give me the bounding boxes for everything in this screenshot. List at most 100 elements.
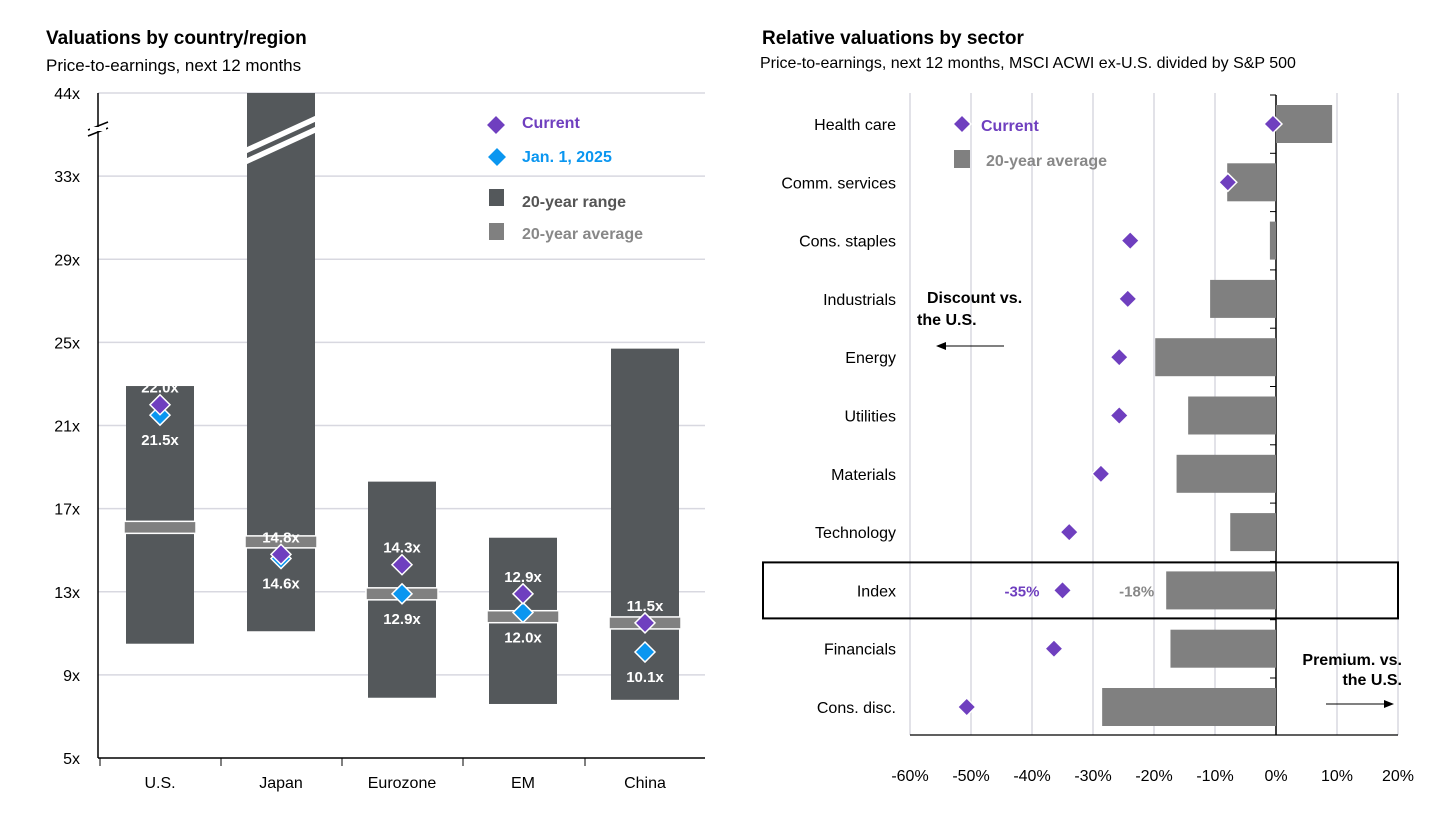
legend-jan-label: Jan. 1, 2025 (522, 149, 612, 166)
index-average-label: -18% (1119, 583, 1154, 600)
x-tick-label: 10% (1321, 768, 1353, 785)
index-current-label: -35% (1004, 583, 1039, 600)
jan-label: 21.5x (141, 432, 179, 449)
x-tick-label: -60% (891, 768, 928, 785)
average-bar-Health care (1276, 105, 1333, 143)
average-bar-Industrials (1210, 279, 1276, 318)
jan-marker-EM (511, 601, 535, 624)
x-tick-label: 0% (1264, 768, 1287, 785)
x-tick-label: -40% (1013, 768, 1050, 785)
jan-label: 12.9x (383, 611, 421, 628)
range-bar-U.S. (126, 386, 194, 644)
y-tick-label: 33x (54, 169, 80, 186)
jan-label: 10.1x (626, 669, 664, 686)
x-tick-label: EM (511, 775, 535, 792)
current-marker-Utilities (1109, 405, 1130, 426)
premium-arrow-head (1384, 700, 1394, 708)
current-marker-Energy (1109, 347, 1130, 368)
y-tick-label: 13x (54, 585, 80, 602)
average-bar-Utilities (1188, 396, 1276, 435)
current-marker-Index (1052, 580, 1073, 601)
y-tick-label: 44x (54, 86, 80, 103)
category-label: Industrials (823, 292, 896, 309)
jan-marker-China (633, 640, 657, 664)
y-tick-label: 25x (54, 335, 80, 352)
current-marker-Cons. disc. (956, 696, 977, 718)
current-marker-Cons. staples (1120, 230, 1141, 251)
x-tick-label: -30% (1074, 768, 1111, 785)
current-marker-EM (511, 582, 535, 605)
legend-average-icon (489, 223, 504, 240)
current-label: 22.0x (141, 380, 179, 397)
legend-current-label: Current (981, 118, 1039, 135)
legend-current-icon (484, 113, 508, 137)
category-label: Financials (824, 642, 896, 659)
axis-break-gap (90, 127, 106, 131)
current-label: 14.8x (262, 529, 300, 546)
average-bar-Energy (1155, 338, 1276, 377)
average-marker-U.S. (123, 520, 197, 535)
average-bar-Cons. disc. (1102, 688, 1276, 726)
current-label: 14.3x (383, 540, 421, 557)
bar-break-mark (245, 126, 317, 165)
legend-average-label: 20-year average (986, 153, 1107, 170)
average-bar-Technology (1230, 513, 1276, 552)
y-tick-label: 9x (63, 668, 80, 685)
x-tick-label: Japan (259, 775, 303, 792)
category-label: Utilities (844, 409, 896, 426)
premium-annotation: Premium. vs. (1302, 652, 1402, 669)
current-marker-Comm. services (1217, 172, 1238, 193)
average-bar-Index (1166, 571, 1276, 610)
jan-label: 12.0x (504, 630, 542, 647)
premium-annotation: the U.S. (1342, 672, 1402, 689)
x-tick-label: 20% (1382, 768, 1414, 785)
x-tick-label: -10% (1196, 768, 1233, 785)
category-label: Energy (845, 350, 896, 367)
right-chart-title: Relative valuations by sector (762, 28, 1024, 49)
current-marker-Japan (269, 543, 293, 566)
category-label: Index (857, 583, 896, 600)
y-tick-label: 17x (54, 502, 80, 519)
current-label: 11.5x (627, 598, 664, 615)
left-chart-title: Valuations by country/region (46, 28, 307, 49)
category-label: Technology (815, 525, 896, 542)
legend-jan-icon (485, 145, 509, 169)
x-tick-label: U.S. (144, 775, 175, 792)
current-marker-Financials (1043, 638, 1065, 659)
current-marker-China (633, 611, 657, 634)
category-label: Cons. staples (799, 234, 896, 251)
current-marker-Eurozone (390, 553, 414, 576)
right-chart-subtitle: Price-to-earnings, next 12 months, MSCI … (760, 55, 1296, 72)
legend-range-icon (489, 189, 504, 206)
category-label: Materials (831, 467, 896, 484)
index-highlight-box (762, 561, 1399, 620)
category-label: Cons. disc. (817, 700, 896, 717)
category-label: Health care (814, 117, 896, 134)
legend-range-label: 20-year range (522, 194, 626, 211)
y-tick-label: 29x (54, 252, 80, 269)
x-tick-label: China (624, 775, 666, 792)
jan-marker-Eurozone (390, 582, 414, 605)
y-tick-label: 5x (63, 751, 80, 768)
discount-annotation: Discount vs. (927, 290, 1022, 307)
average-bar-Financials (1170, 629, 1276, 668)
legend-current-icon (951, 113, 973, 135)
x-tick-label: -20% (1135, 768, 1172, 785)
y-tick-label: 21x (54, 419, 80, 436)
current-marker-U.S. (148, 393, 172, 416)
current-marker-Health care (1262, 113, 1284, 135)
current-marker-Industrials (1117, 288, 1138, 309)
discount-annotation: the U.S. (917, 312, 977, 329)
discount-arrow-head (936, 342, 946, 350)
average-bar-Materials (1176, 454, 1276, 493)
current-label: 12.9x (504, 569, 542, 586)
x-tick-label: -50% (952, 768, 989, 785)
legend-current-label: Current (522, 115, 580, 132)
current-marker-Materials (1090, 463, 1111, 484)
jan-label: 14.6x (262, 576, 300, 593)
left-chart-subtitle: Price-to-earnings, next 12 months (46, 56, 302, 75)
legend-average-icon (954, 150, 970, 168)
legend-average-label: 20-year average (522, 226, 643, 243)
